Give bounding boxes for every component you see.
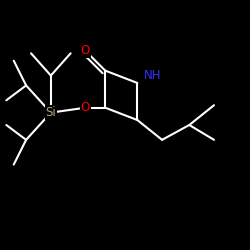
Text: O: O	[81, 101, 90, 114]
Text: NH: NH	[144, 69, 161, 82]
Text: O: O	[81, 44, 90, 57]
Text: Si: Si	[46, 106, 56, 119]
